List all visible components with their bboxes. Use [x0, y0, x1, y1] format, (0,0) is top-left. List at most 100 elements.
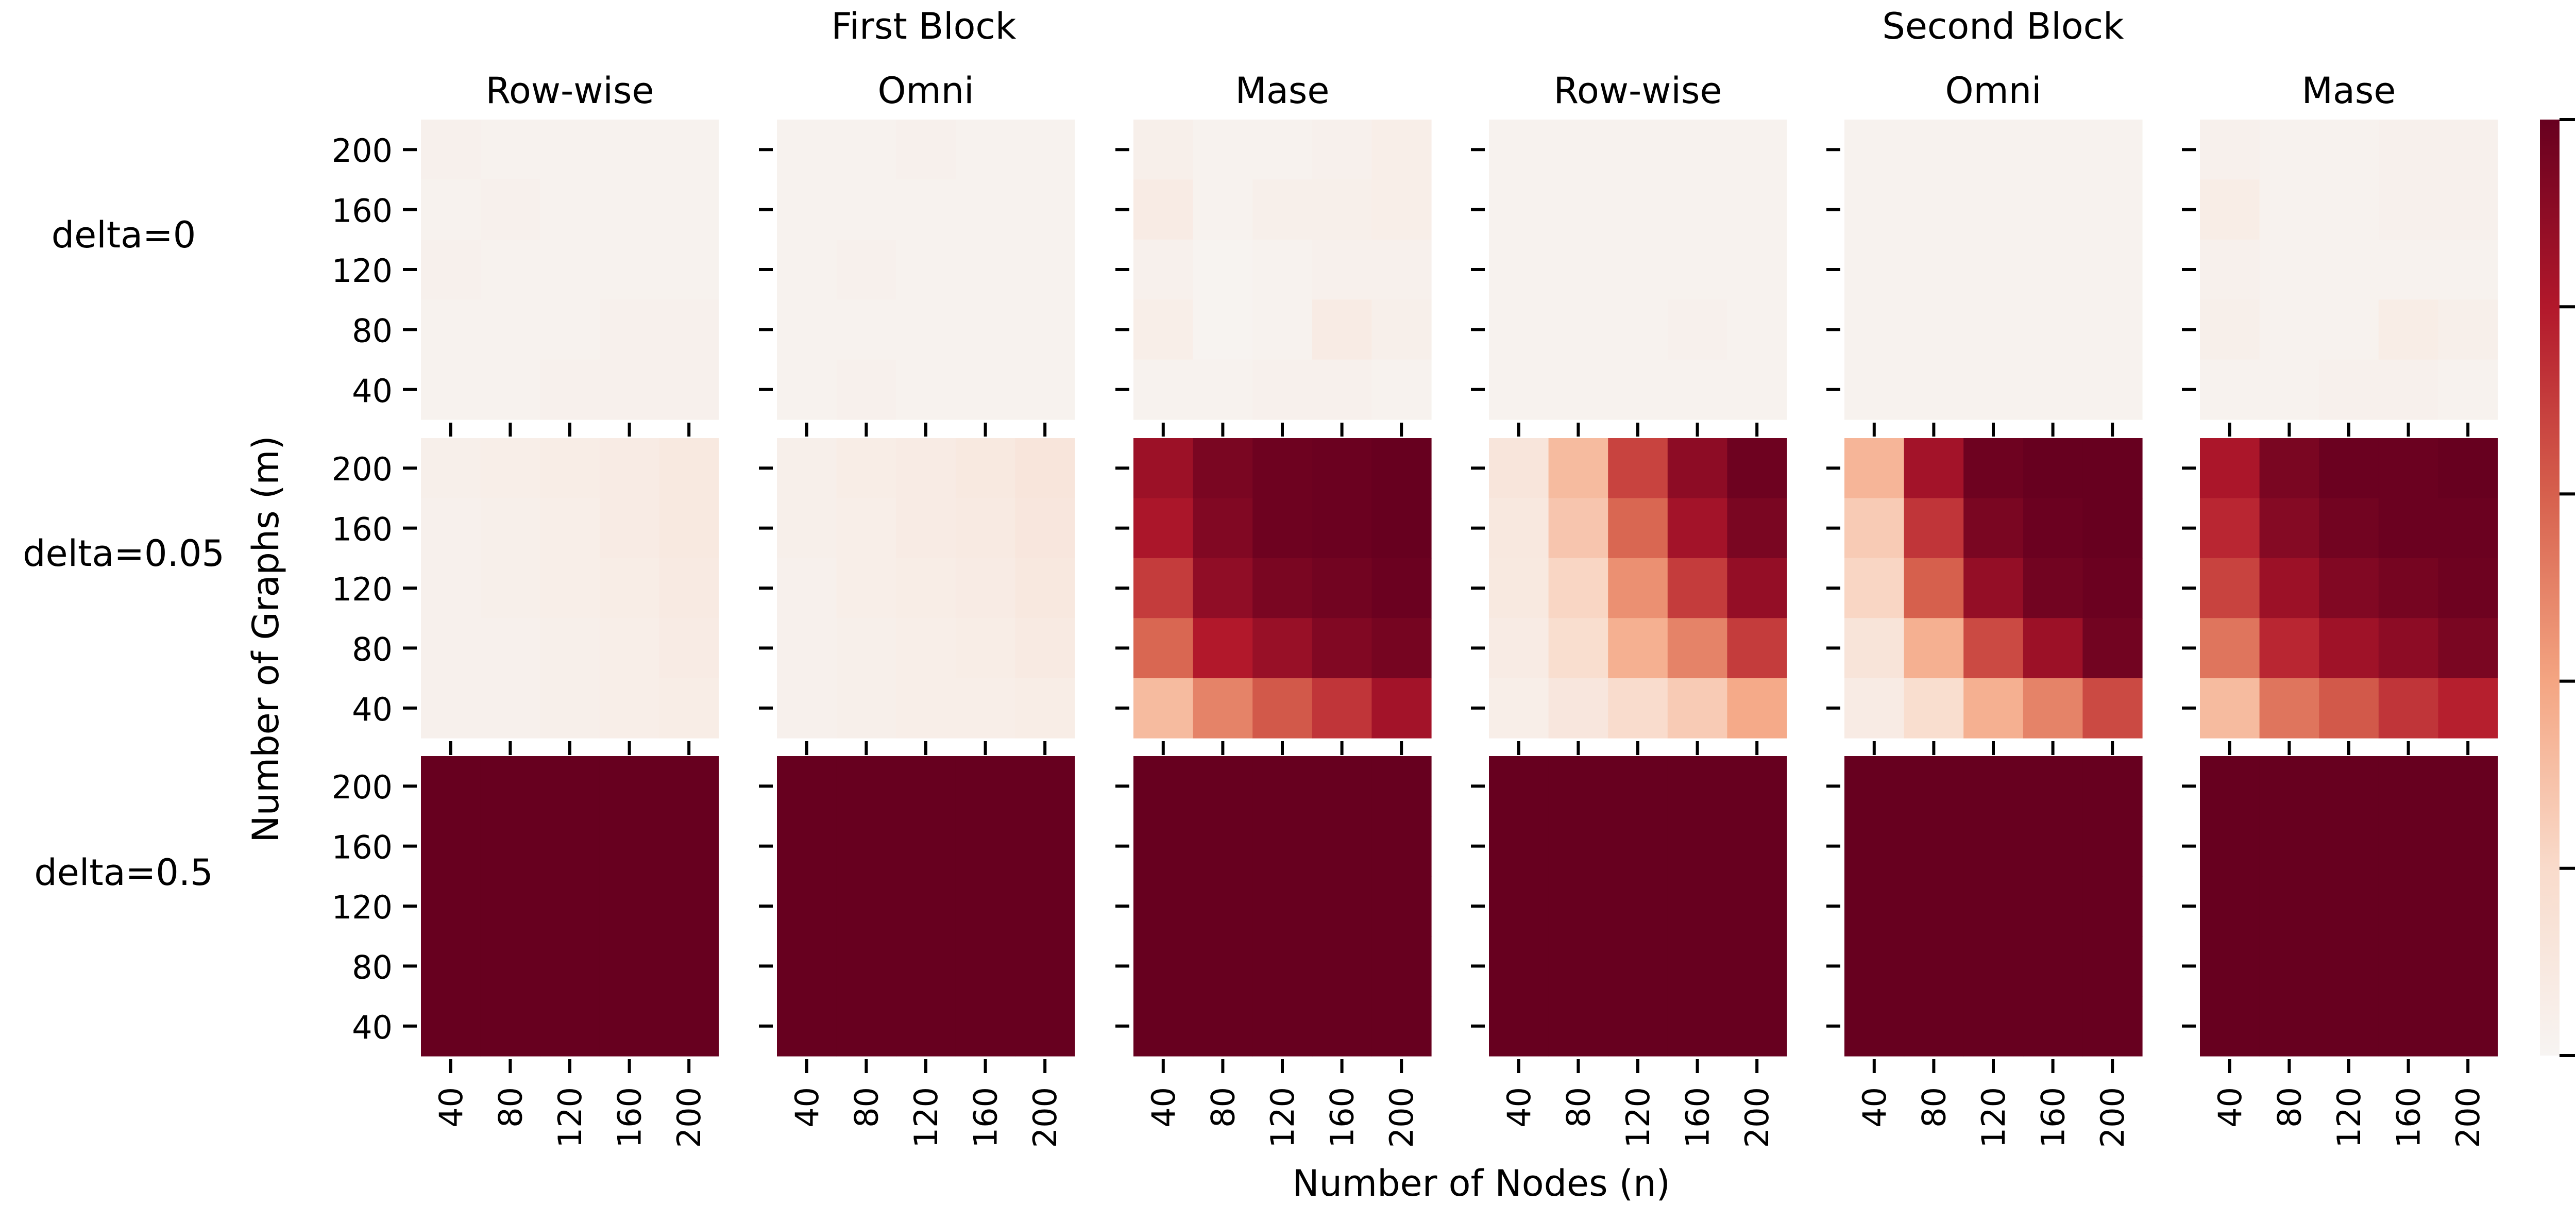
heatmap-cell [1608, 756, 1668, 816]
y-tick-label: 80 [352, 312, 393, 349]
heatmap-cell [2319, 120, 2379, 180]
heatmap-cell [1548, 996, 1608, 1057]
heatmap-cell [1667, 876, 1727, 936]
heatmap-cell [540, 618, 600, 679]
heatmap-cell [777, 756, 837, 816]
heatmap-cell [1904, 816, 1964, 877]
heatmap-cell [896, 299, 956, 360]
heatmap-cell [540, 179, 600, 240]
heatmap-cell [1548, 359, 1608, 420]
heatmap-cell [777, 996, 837, 1057]
heatmap-cell [1371, 558, 1432, 618]
heatmap-cell [2378, 996, 2438, 1057]
heatmap-cell [1844, 558, 1905, 618]
heatmap-cell [777, 678, 837, 739]
heatmap-cell [421, 179, 481, 240]
heatmap-cell [1667, 299, 1727, 360]
heatmap-cell [2438, 996, 2498, 1057]
heatmap-cell [1667, 120, 1727, 180]
heatmap-cell [2082, 498, 2143, 559]
panel-r1-first-mase [1115, 438, 1432, 755]
heatmap-cell [1015, 558, 1075, 618]
heatmap-cell [2259, 678, 2319, 739]
heatmap-cell [2082, 816, 2143, 877]
heatmap-cell [1312, 179, 1372, 240]
heatmap-cell [1489, 359, 1549, 420]
heatmap-cell [1193, 618, 1253, 679]
heatmap-cell [659, 618, 719, 679]
heatmap-cell [659, 876, 719, 936]
heatmap-cell [1548, 678, 1608, 739]
heatmap-cell [2023, 438, 2083, 498]
heatmap-cell [1548, 239, 1608, 300]
panel-r1-first-rowwise: 200 160 120 80 40 [332, 438, 719, 755]
heatmap-cell [1548, 498, 1608, 559]
heatmap-cell [1844, 239, 1905, 300]
heatmap-cell [540, 120, 600, 180]
panel-r0-first-omni [759, 120, 1075, 437]
heatmap-cell [955, 756, 1015, 816]
panel-r2-second-mase: 40 80 120 160 200 [2182, 756, 2498, 1148]
heatmap-cell [1904, 299, 1964, 360]
heatmap-cell [2319, 558, 2379, 618]
heatmap-cell [1312, 936, 1372, 997]
heatmap-cell [2319, 299, 2379, 360]
heatmap-cell [836, 239, 896, 300]
heatmap-cell [1371, 996, 1432, 1057]
heatmap-cell [2023, 558, 2083, 618]
heatmap-cell [421, 498, 481, 559]
heatmap-cell [1133, 876, 1194, 936]
heatmap-cell [1371, 678, 1432, 739]
heatmap-cell [1904, 498, 1964, 559]
y-tick-label: 160 [332, 192, 393, 230]
heatmap-cell [2200, 498, 2260, 559]
heatmap-cell [1667, 996, 1727, 1057]
heatmap-cell [777, 498, 837, 559]
heatmap-cell [777, 438, 837, 498]
heatmap-cell [896, 876, 956, 936]
y-tick-label: 120 [332, 571, 393, 608]
panel-r2-second-rowwise: 40 80 120 160 200 [1471, 756, 1787, 1148]
x-tick-label: 160 [967, 1087, 1005, 1148]
heatmap-cell [659, 816, 719, 877]
heatmap-cell [1548, 816, 1608, 877]
heatmap-cell [1193, 438, 1253, 498]
heatmap-cell [1963, 936, 2024, 997]
heatmap-cell [1608, 359, 1668, 420]
heatmap-cell [540, 299, 600, 360]
y-tick-label: 160 [332, 511, 393, 548]
heatmap-cell [659, 438, 719, 498]
heatmap-cell [1193, 876, 1253, 936]
heatmap-cell [2023, 120, 2083, 180]
heatmap-cell [1252, 816, 1313, 877]
heatmap-cell [659, 359, 719, 420]
heatmap-cell [1727, 438, 1787, 498]
x-tick-label: 200 [2449, 1087, 2487, 1148]
heatmap-cell [1844, 876, 1905, 936]
heatmap-cell [1015, 876, 1075, 936]
heatmap-cell [659, 299, 719, 360]
heatmap-cell [2259, 438, 2319, 498]
heatmap-cell [421, 359, 481, 420]
heatmap-cell [1608, 120, 1668, 180]
heatmap-cell [1133, 996, 1194, 1057]
heatmap-cell [2319, 179, 2379, 240]
x-tick-label: 40 [1500, 1087, 1538, 1128]
heatmap-cell [2319, 876, 2379, 936]
heatmap-cell [1193, 359, 1253, 420]
heatmap-cell [1252, 936, 1313, 997]
heatmap-cell [2259, 996, 2319, 1057]
heatmap-cell [836, 756, 896, 816]
heatmap-cell [1371, 498, 1432, 559]
heatmap-cell [421, 816, 481, 877]
heatmap-cell [1252, 438, 1313, 498]
heatmap-cell [2082, 876, 2143, 936]
heatmap-cell [955, 239, 1015, 300]
x-tick-label: 40 [788, 1087, 826, 1128]
heatmap-cell [896, 359, 956, 420]
panel-r0-second-omni [1826, 120, 2143, 437]
heatmap-cell [1963, 876, 2024, 936]
heatmap-cell [1963, 179, 2024, 240]
heatmap-cell [2082, 678, 2143, 739]
heatmap-cell [2023, 936, 2083, 997]
